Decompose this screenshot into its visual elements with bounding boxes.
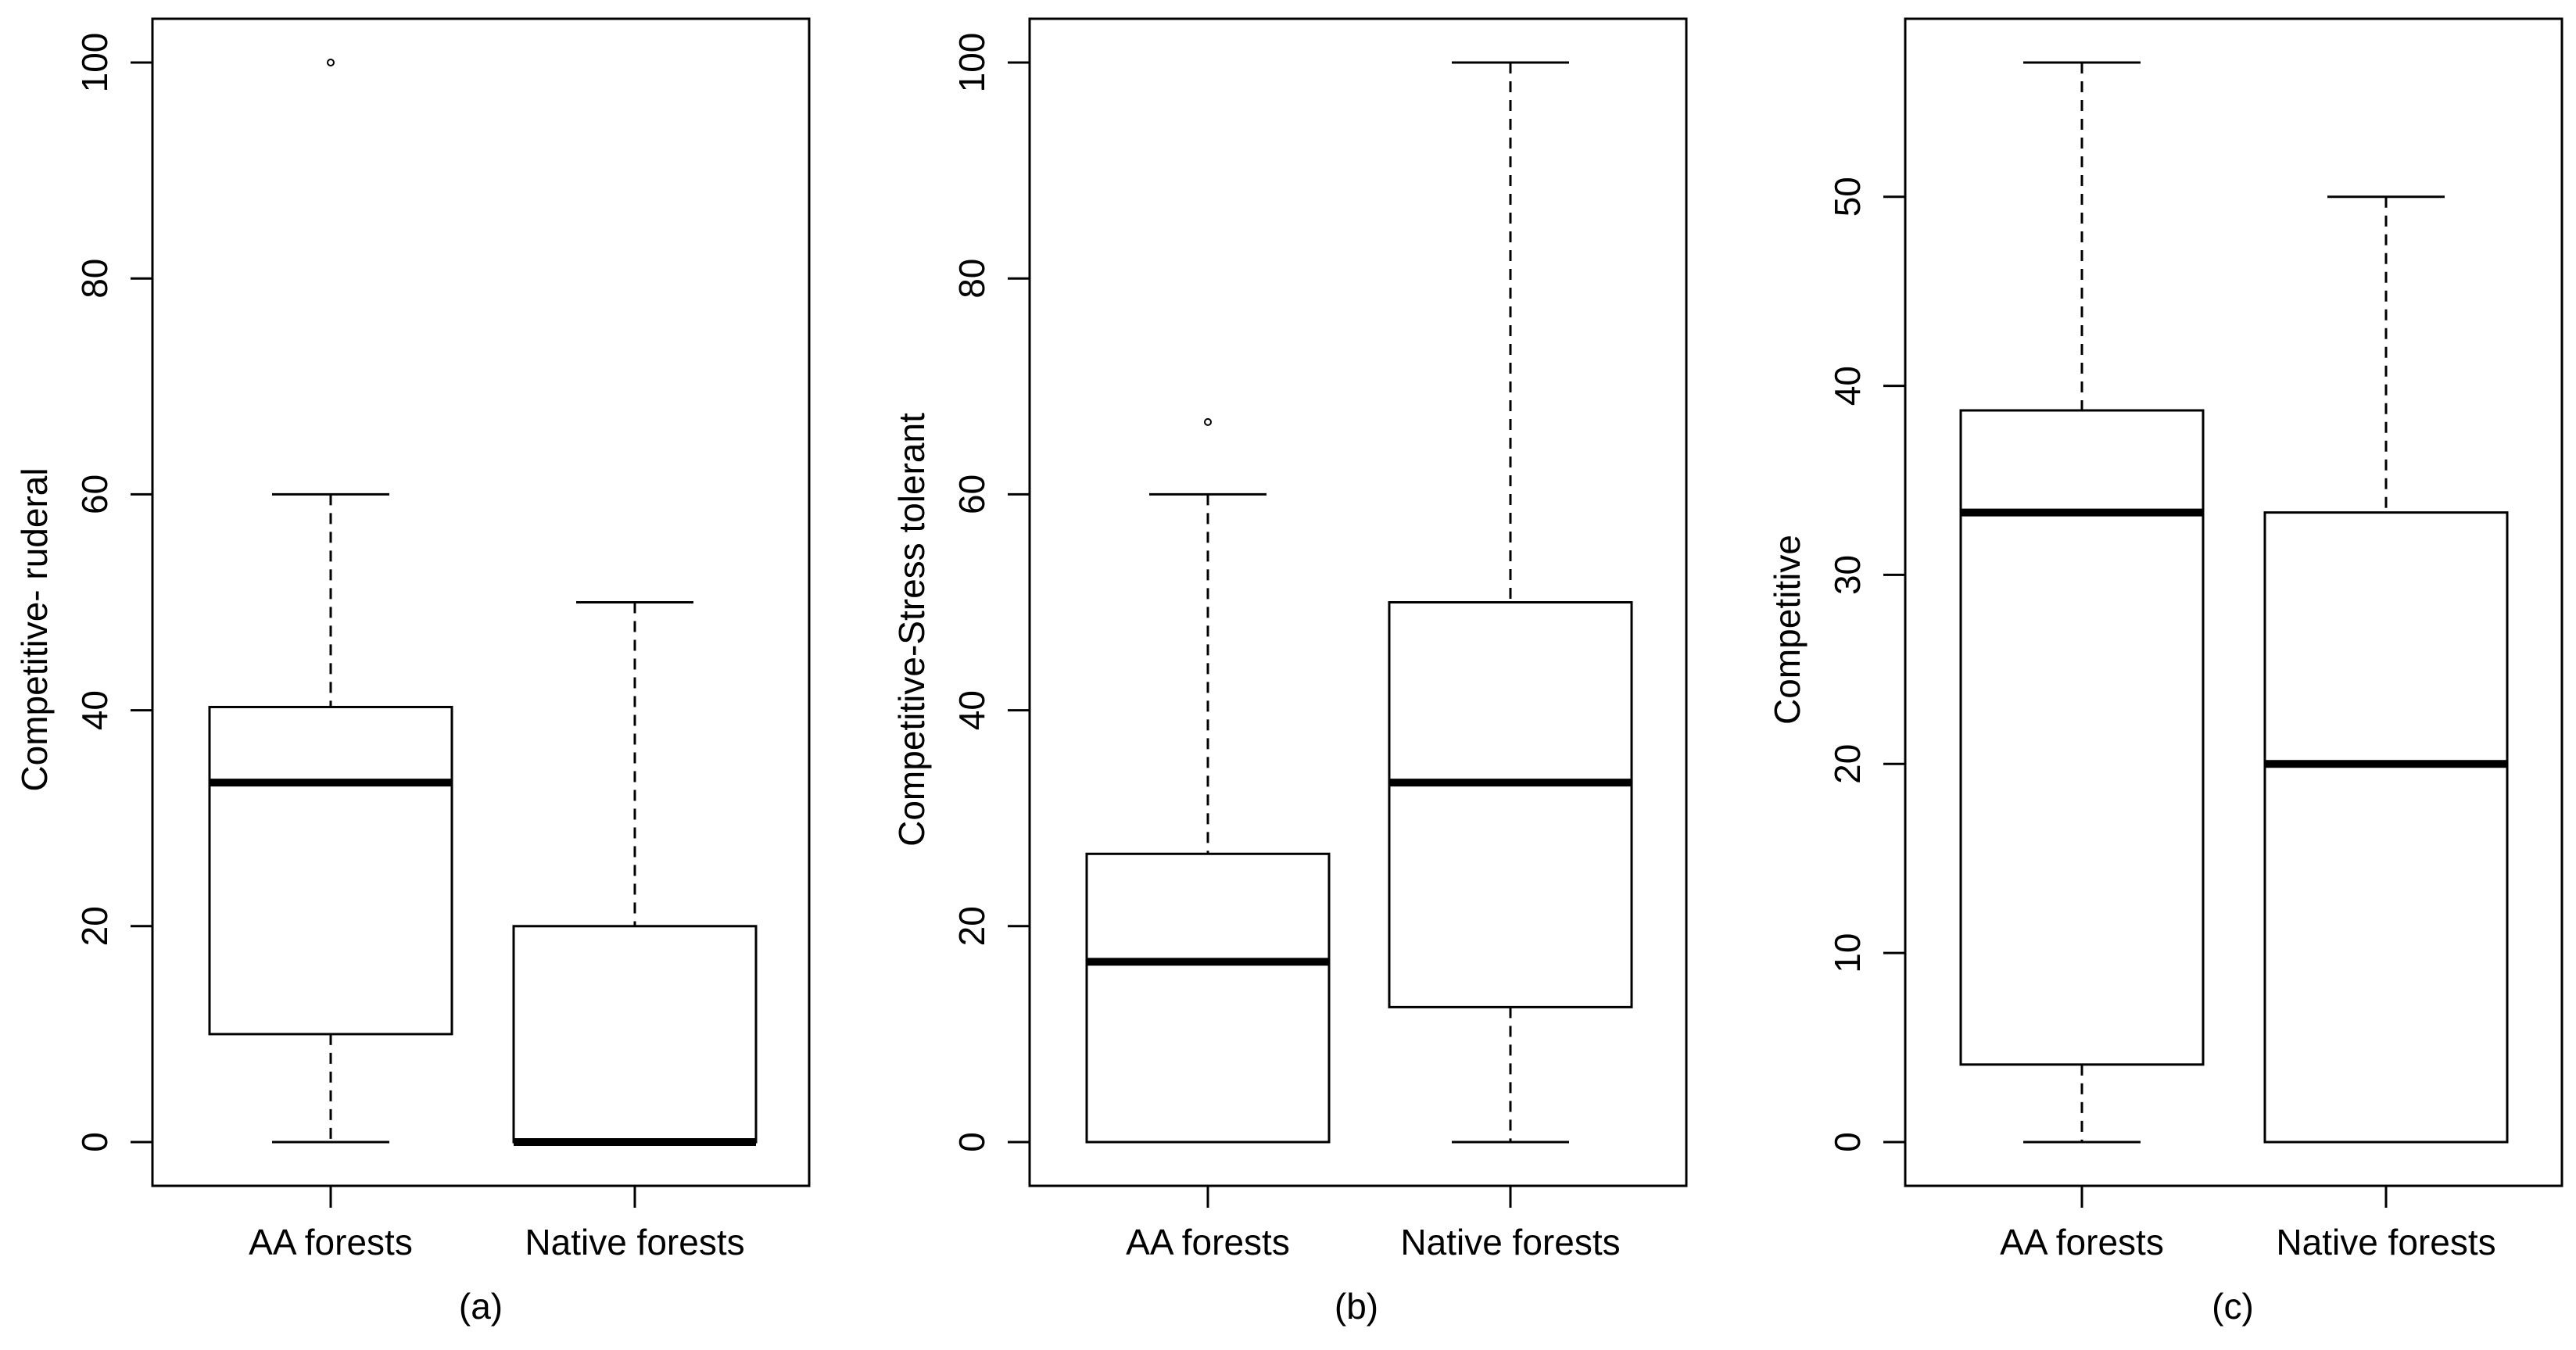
outlier-point [327, 59, 335, 66]
box-2 [512, 601, 758, 1146]
x-tick-label: Native forests [1400, 1222, 1620, 1262]
iqr-box [1388, 601, 1633, 1008]
y-tick-label: 20 [1827, 744, 1868, 784]
x-tick-label: Native forests [2276, 1222, 2495, 1262]
x-tick-label: AA forests [2000, 1222, 2164, 1262]
outlier-point [1204, 417, 1212, 426]
y-tick-label: 100 [74, 33, 115, 93]
y-tick-label: 30 [1827, 555, 1868, 595]
panel-1: 0 20 40 60 80 100 Competitive- ruderal AA fores… [14, 17, 811, 1327]
y-tick-label: 0 [74, 1132, 115, 1152]
box-1 [1085, 417, 1331, 1144]
panel-label: (c) [2212, 1286, 2254, 1327]
y-axis-label: Competitive-Stress tolerant [891, 413, 932, 847]
box-2 [1388, 61, 1633, 1144]
box-2 [2263, 195, 2509, 1144]
x-tick-label: AA forests [249, 1222, 413, 1262]
iqr-box [208, 705, 453, 1036]
iqr-box [512, 925, 758, 1144]
y-tick-label: 10 [1827, 933, 1868, 973]
y-tick-label: 40 [951, 690, 992, 730]
y-tick-label: 0 [951, 1132, 992, 1152]
y-tick-label: 60 [74, 474, 115, 514]
x-tick-label: Native forests [525, 1222, 744, 1262]
box-1 [208, 59, 453, 1144]
iqr-box [1085, 852, 1331, 1144]
panel-label: (b) [1335, 1286, 1378, 1327]
y-tick-label: 80 [951, 259, 992, 299]
box-1 [1959, 61, 2205, 1144]
panel-label: (a) [459, 1286, 503, 1327]
x-tick-label: AA forests [1126, 1222, 1290, 1262]
y-tick-label: 80 [74, 259, 115, 299]
plot-frame [1904, 17, 2563, 1187]
y-tick-label: 20 [74, 906, 115, 946]
panel-2: 0 20 40 60 80 100 Competitive-Stress tolerant A… [891, 17, 1688, 1327]
y-axis-label: Competitive- ruderal [14, 467, 55, 791]
y-tick-label: 40 [1827, 366, 1868, 406]
y-tick-label: 100 [951, 33, 992, 93]
y-tick-label: 20 [951, 906, 992, 946]
panel-3: 0 10 20 30 40 50 Competitive AA forests Native f… [1767, 17, 2563, 1327]
y-tick-label: 40 [74, 690, 115, 730]
plot-frame [1028, 17, 1688, 1187]
iqr-box [1959, 409, 2205, 1066]
plot-frame [151, 17, 811, 1187]
y-axis-label: Competitive [1767, 535, 1807, 725]
y-tick-label: 50 [1827, 177, 1868, 217]
y-tick-label: 0 [1827, 1132, 1868, 1152]
y-tick-label: 60 [951, 474, 992, 514]
iqr-box [2263, 511, 2509, 1144]
